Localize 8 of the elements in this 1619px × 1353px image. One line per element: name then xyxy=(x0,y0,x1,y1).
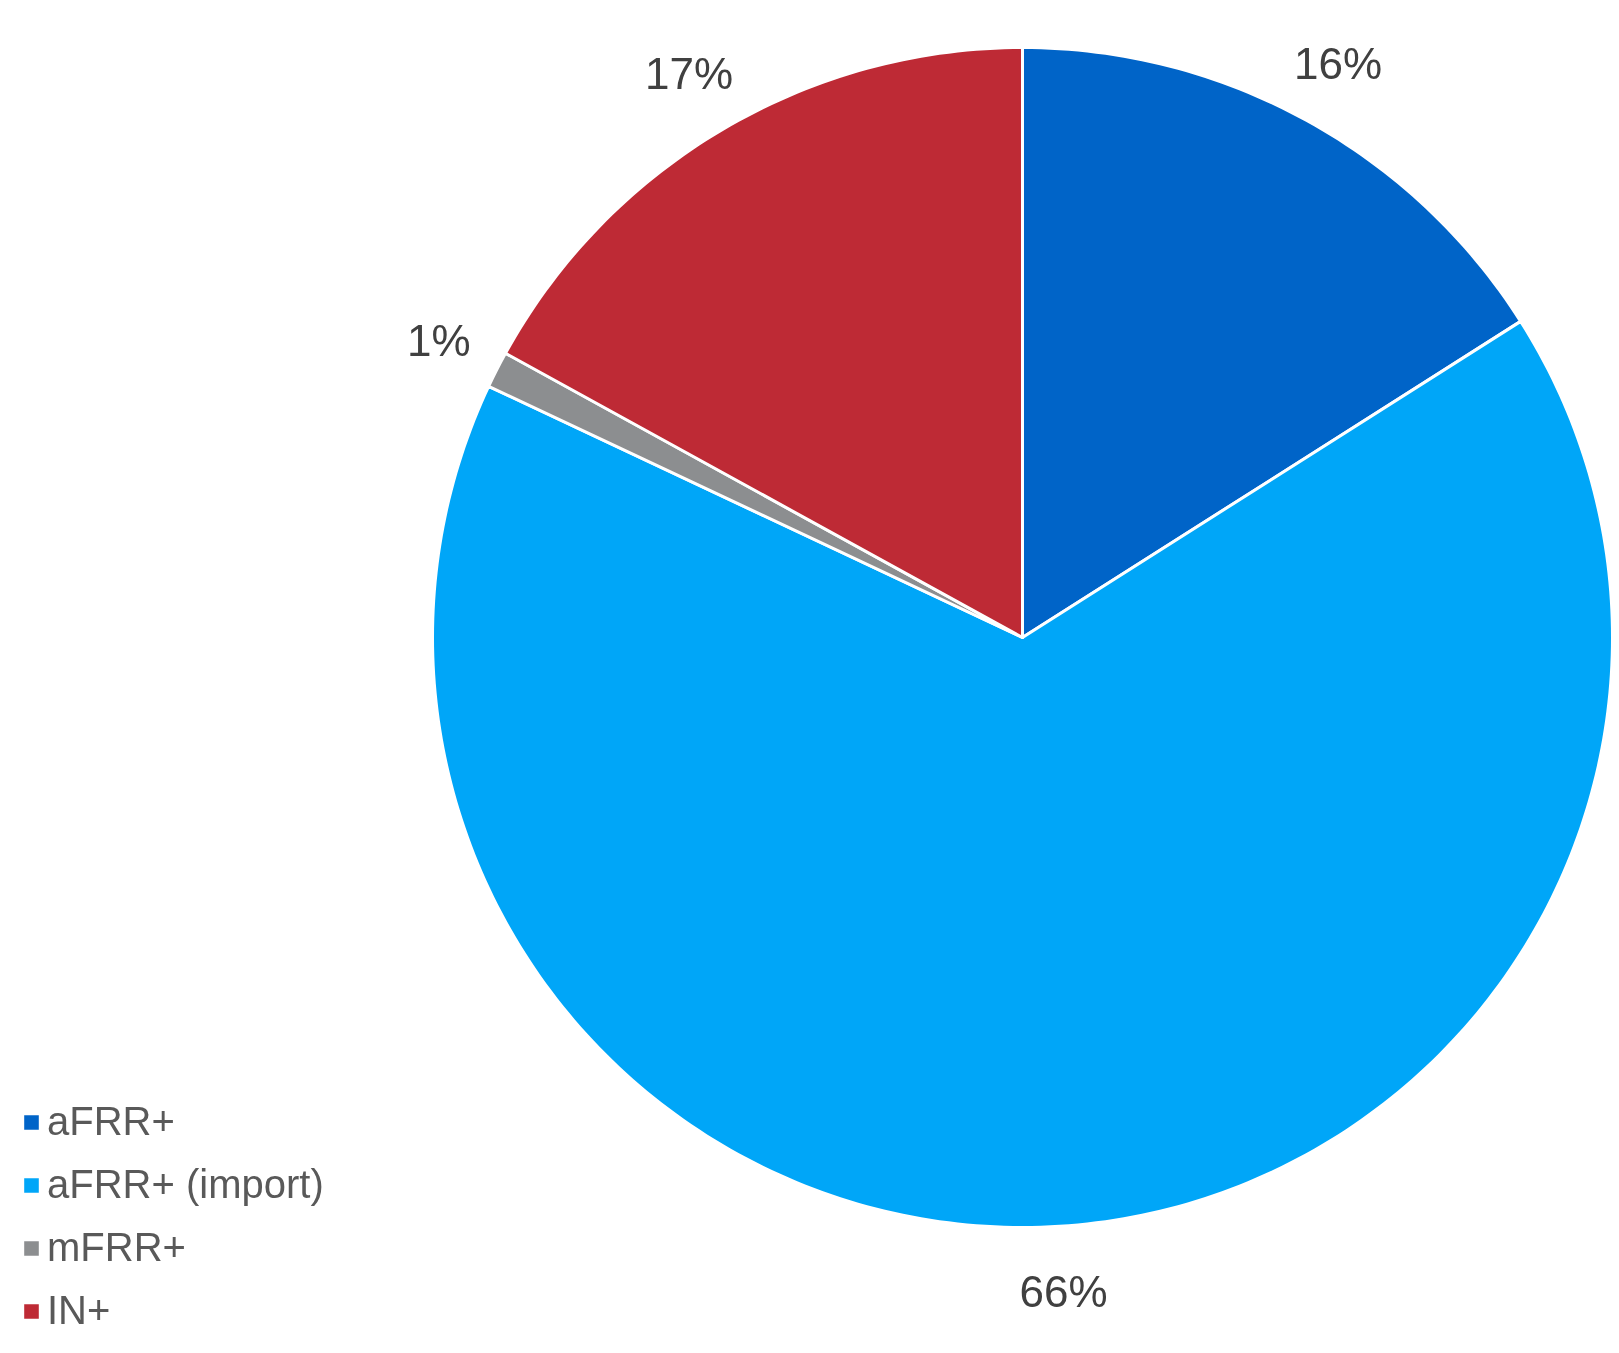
legend-label: aFRR+ (import) xyxy=(47,1162,324,1207)
data-label: 1% xyxy=(407,315,471,365)
legend-label: aFRR+ xyxy=(47,1099,175,1144)
legend-label: IN+ xyxy=(47,1288,111,1333)
data-label: 16% xyxy=(1294,39,1383,89)
data-label: 66% xyxy=(1019,1266,1108,1316)
data-label: 17% xyxy=(645,49,734,99)
legend-label: mFRR+ xyxy=(47,1225,186,1270)
